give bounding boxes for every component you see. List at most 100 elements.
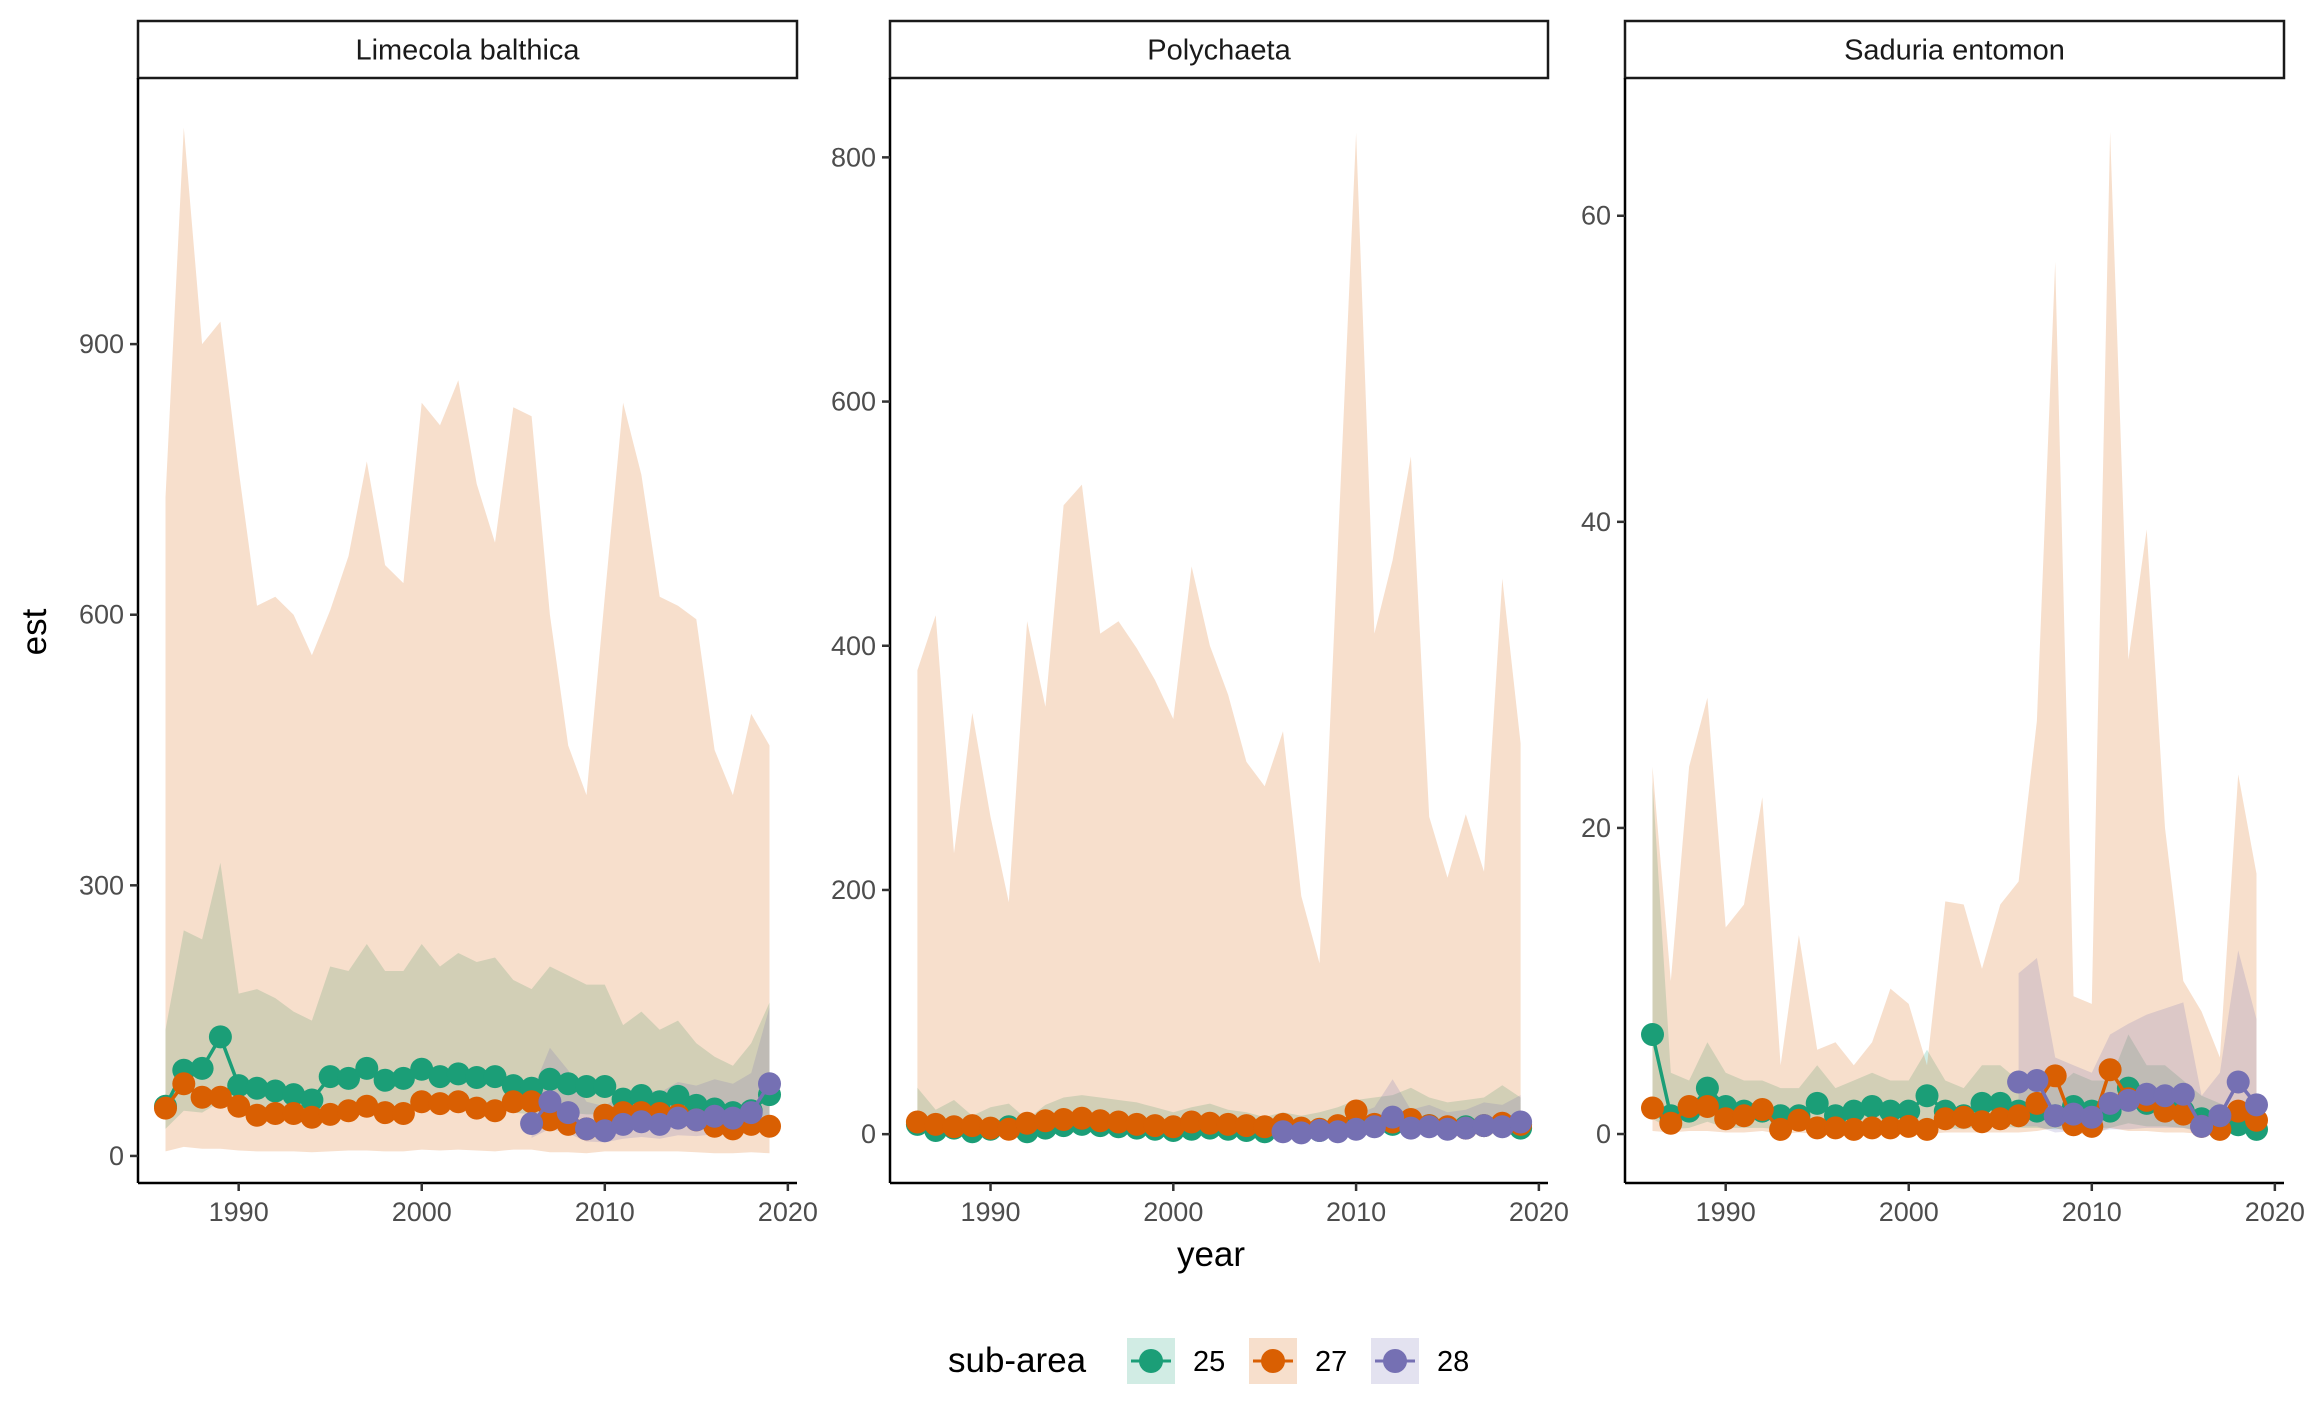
point-25	[227, 1074, 251, 1098]
x-tick-label: 2020	[758, 1197, 818, 1227]
point-28	[593, 1119, 617, 1143]
point-27	[1952, 1105, 1976, 1129]
point-28	[2226, 1070, 2250, 1094]
ribbon-27	[917, 132, 1521, 1135]
legend-label-28: 28	[1437, 1346, 1469, 1378]
point-27	[1234, 1114, 1258, 1138]
point-27	[1107, 1110, 1130, 1134]
y-tick-label: 0	[1596, 1119, 1611, 1149]
point-25	[1695, 1076, 1719, 1100]
ribbon-28	[2018, 950, 2257, 1133]
point-27	[1769, 1117, 1793, 1141]
point-27	[1216, 1112, 1240, 1136]
point-28	[666, 1106, 690, 1130]
point-28	[2245, 1093, 2268, 1117]
y-tick-label: 0	[861, 1119, 876, 1149]
x-tick-label: 2010	[2062, 1197, 2122, 1227]
point-27	[1933, 1107, 1957, 1131]
point-27	[905, 1110, 929, 1134]
point-28	[2135, 1082, 2159, 1106]
point-27	[1677, 1095, 1701, 1118]
point-27	[1988, 1107, 2012, 1131]
x-tick-label: 2010	[575, 1197, 635, 1227]
point-27	[1787, 1108, 1811, 1132]
point-27	[942, 1115, 966, 1139]
point-27	[758, 1114, 781, 1138]
point-25	[575, 1075, 598, 1098]
point-27	[1344, 1099, 1368, 1123]
point-27	[1070, 1106, 1094, 1130]
point-27	[2171, 1102, 2195, 1126]
point-28	[2190, 1114, 2214, 1138]
y-tick-label: 600	[79, 600, 124, 630]
y-tick-label: 20	[1581, 813, 1611, 843]
point-28	[684, 1108, 708, 1132]
point-27	[538, 1108, 562, 1132]
y-tick-label: 300	[79, 870, 124, 900]
point-25	[1915, 1084, 1939, 1108]
panel-3: Saduria entomon 0 20 40 60 1990 2000 2010 2020	[1581, 19, 2304, 1227]
point-28	[1490, 1115, 1514, 1139]
point-28	[739, 1101, 763, 1125]
y-tick-label: 60	[1581, 201, 1611, 231]
point-28	[2098, 1091, 2122, 1115]
point-27	[1125, 1112, 1149, 1136]
point-28	[520, 1112, 544, 1135]
point-27	[924, 1112, 948, 1136]
point-25	[373, 1068, 397, 1092]
point-27	[1897, 1114, 1921, 1138]
point-27	[1641, 1096, 1664, 1120]
legend-label-25: 25	[1193, 1346, 1225, 1378]
point-25	[208, 1025, 232, 1049]
point-27	[300, 1105, 324, 1129]
point-27	[227, 1094, 251, 1118]
point-27	[391, 1102, 415, 1125]
point-25	[355, 1056, 379, 1080]
point-27	[245, 1103, 269, 1127]
point-28	[703, 1104, 727, 1128]
point-27	[1915, 1117, 1939, 1141]
point-27	[1180, 1110, 1204, 1134]
point-28	[556, 1101, 580, 1125]
point-27	[1878, 1116, 1902, 1140]
point-28	[1326, 1120, 1350, 1144]
facet-strip	[888, 19, 1550, 80]
point-25	[1878, 1099, 1902, 1123]
point-27	[1161, 1115, 1185, 1139]
point-28	[611, 1112, 635, 1136]
point-28	[1436, 1117, 1459, 1141]
point-27	[2226, 1099, 2250, 1123]
point-27	[318, 1102, 342, 1126]
x-tick-label: 2020	[2245, 1197, 2304, 1227]
point-28	[575, 1117, 598, 1141]
point-28	[1381, 1105, 1405, 1129]
y-tick-label: 400	[831, 631, 876, 661]
point-27	[355, 1094, 379, 1118]
y-tick-label: 200	[831, 875, 876, 905]
point-25	[538, 1067, 562, 1091]
point-28	[1399, 1116, 1423, 1140]
point-27	[154, 1096, 177, 1120]
point-28	[1308, 1119, 1331, 1142]
point-27	[1659, 1111, 1683, 1135]
point-28	[1271, 1120, 1295, 1144]
point-27	[501, 1090, 525, 1114]
x-tick-label: 1990	[960, 1197, 1020, 1227]
facet-title: Polychaeta	[1147, 35, 1291, 67]
point-25	[1860, 1095, 1884, 1118]
point-25	[391, 1066, 415, 1090]
point-25	[1641, 1023, 1664, 1046]
point-28	[1509, 1110, 1533, 1134]
x-axis-title: year	[1177, 1235, 1245, 1274]
point-25	[410, 1057, 434, 1081]
y-tick-label: 0	[109, 1141, 124, 1171]
point-27	[1750, 1098, 1774, 1121]
point-27	[263, 1102, 287, 1125]
legend-key-25	[1127, 1338, 1175, 1384]
point-27	[1015, 1111, 1039, 1135]
point-25	[300, 1088, 324, 1112]
x-tick-label: 2000	[392, 1197, 452, 1227]
y-tick-label: 40	[1581, 507, 1611, 537]
point-28	[1362, 1115, 1386, 1139]
